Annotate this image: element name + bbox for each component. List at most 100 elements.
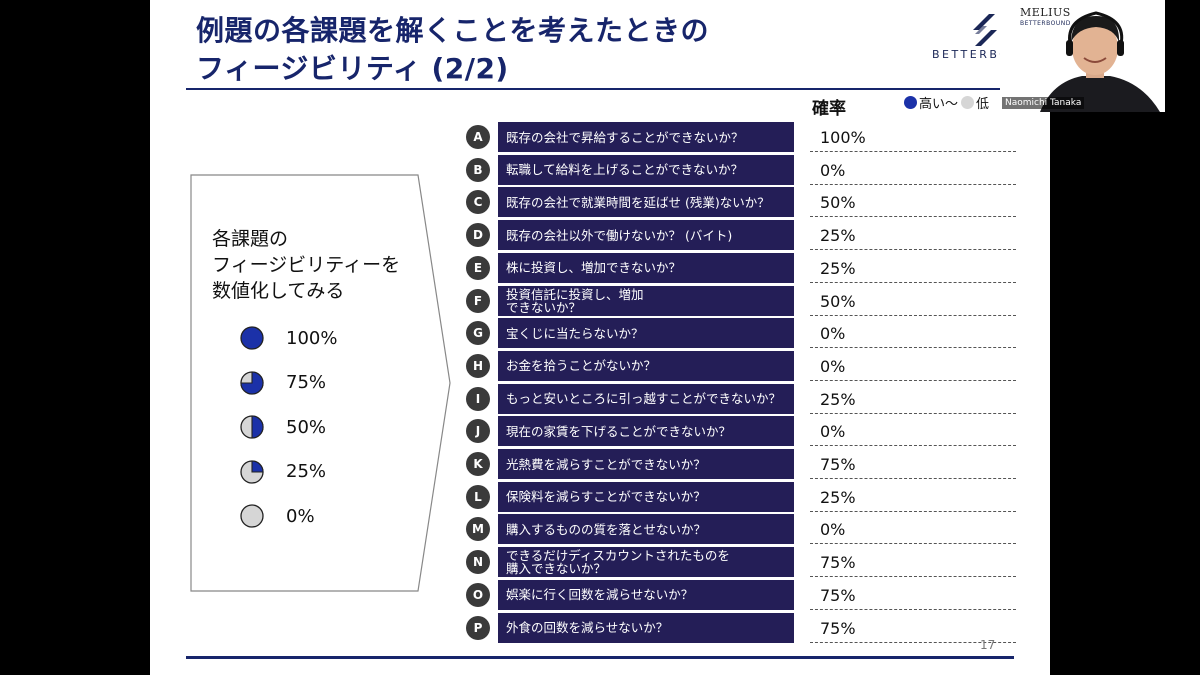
question-letter-badge: C [466, 190, 490, 215]
pie-75-icon [240, 370, 264, 395]
question-text: もっと安いところに引っ越すことができないか？ [498, 383, 794, 414]
legend-low: 低 [976, 97, 990, 112]
pie-legend-item: 50% [240, 415, 326, 439]
question-letter-badge: I [466, 386, 490, 411]
row-divider [810, 608, 1016, 610]
pie-legend-item: 0% [240, 504, 315, 528]
question-rate: 75% [820, 553, 856, 573]
question-text: 既存の会社で就業時間を延ばせ (残業)ないか？ [498, 187, 794, 218]
question-letter-badge: M [466, 517, 490, 542]
question-letter-badge: E [466, 255, 490, 280]
rate-header: 確率 [812, 99, 846, 119]
question-rate: 0% [820, 520, 846, 540]
row-divider [810, 641, 1016, 643]
question-row: A 既存の会社で昇給することができないか？ 100% [466, 122, 1016, 152]
question-text: 娯楽に行く回数を減らせないか？ [498, 579, 794, 610]
left-box-line: フィージビリティーを [212, 254, 401, 276]
row-divider [810, 347, 1016, 349]
question-text: 転職して給料を上げることができないか？ [498, 154, 794, 185]
question-row: L 保険料を減らすことができないか？ 25% [466, 481, 1016, 512]
bottom-rule [186, 656, 1014, 659]
row-divider [810, 183, 1016, 185]
left-box-line: 各課題の [212, 228, 289, 250]
question-row: B 転職して給料を上げることができないか？ 0% [466, 154, 1016, 185]
question-rate: 0% [820, 324, 846, 344]
pie-legend-label: 25% [286, 461, 327, 482]
question-row: K 光熱費を減らすことができないか？ 75% [466, 449, 1016, 479]
question-row: I もっと安いところに引っ越すことができないか？ 25% [466, 383, 1016, 414]
question-letter-badge: N [466, 550, 490, 575]
question-row: P 外食の回数を減らせないか？ 75% [466, 612, 1016, 643]
presentation-slide: 例題の各課題を解くことを考えたときの フィージビリティ (2/2) BETTER… [150, 0, 1050, 675]
video-participant-tile[interactable]: MELIUS BETTERBOUND Naomichi Tanaka [1000, 0, 1165, 112]
row-divider [810, 379, 1016, 381]
question-rate: 25% [820, 258, 856, 278]
question-text: 購入するものの質を落とせないか？ [498, 514, 794, 545]
pie-25-icon [240, 459, 264, 484]
low-dot-icon [961, 96, 975, 109]
question-text: 保険料を減らすことができないか？ [498, 481, 794, 512]
left-callout-box [190, 174, 451, 592]
probability-legend: 高い〜 低 [904, 93, 989, 112]
pie-legend-item: 25% [240, 459, 327, 484]
question-rate: 50% [820, 291, 856, 311]
question-text: お金を拾うことがないか？ [498, 350, 794, 381]
question-letter-badge: P [466, 615, 490, 640]
camera-sub-brand: BETTERBOUND [1020, 20, 1071, 27]
question-row: G 宝くじに当たらないか？ 0% [466, 318, 1016, 349]
question-rate: 75% [820, 585, 856, 605]
question-row: O 娯楽に行く回数を減らせないか？ 75% [466, 579, 1016, 610]
question-text: 宝くじに当たらないか？ [498, 318, 794, 349]
question-row: D 既存の会社以外で働けないか？ (バイト) 25% [466, 220, 1016, 251]
row-divider [810, 576, 1016, 578]
question-letter-badge: J [466, 419, 490, 444]
participant-name: Naomichi Tanaka [1002, 97, 1085, 109]
question-row: C 既存の会社で就業時間を延ばせ (残業)ないか？ 50% [466, 187, 1016, 218]
top-rule [186, 88, 1014, 90]
question-text: 光熱費を減らすことができないか？ [498, 449, 794, 479]
pie-50-icon [240, 415, 264, 439]
question-rate: 0% [820, 422, 846, 442]
question-rate: 75% [820, 455, 856, 474]
pie-legend-label: 75% [286, 372, 327, 393]
question-letter-badge: B [466, 157, 490, 182]
row-divider [810, 510, 1016, 512]
row-divider [810, 412, 1016, 414]
row-divider [810, 314, 1016, 316]
question-rate: 0% [820, 356, 846, 376]
question-row: M 購入するものの質を落とせないか？ 0% [466, 514, 1016, 545]
row-divider [810, 216, 1016, 218]
question-rate: 100% [820, 128, 866, 147]
logo-text: BETTERBO [932, 48, 1011, 61]
pie-legend-label: 50% [286, 416, 327, 438]
question-text: 既存の会社以外で働けないか？ (バイト) [498, 220, 794, 251]
question-letter-badge: L [466, 484, 490, 509]
question-rate: 50% [820, 193, 856, 213]
legend-high: 高い〜 [919, 97, 959, 112]
question-letter-badge: D [466, 223, 490, 248]
question-text: 既存の会社で昇給することができないか？ [498, 122, 794, 152]
question-text: 外食の回数を減らせないか？ [498, 612, 794, 643]
camera-brand: MELIUS [1020, 6, 1071, 19]
question-row: N できるだけディスカウントされたものを 購入できないか？ 75% [466, 547, 1016, 578]
pie-legend-label: 100% [286, 327, 338, 349]
question-rate: 25% [820, 487, 856, 507]
question-rate: 25% [820, 226, 856, 246]
question-letter-badge: F [466, 288, 490, 313]
question-row: H お金を拾うことがないか？ 0% [466, 350, 1016, 381]
slide-title: 例題の各課題を解くことを考えたときの フィージビリティ (2/2) [196, 12, 709, 88]
question-letter-badge: K [466, 452, 490, 476]
question-letter-badge: H [466, 353, 490, 378]
pie-legend-label: 0% [286, 505, 315, 527]
pie-legend-item: 75% [240, 370, 327, 395]
question-text: できるだけディスカウントされたものを 購入できないか？ [498, 547, 794, 578]
left-box-text: 各課題の フィージビリティーを 数値化してみる [212, 226, 400, 304]
question-row: F 投資信託に投資し、増加 できないか？ 50% [466, 285, 1016, 316]
question-text: 現在の家賃を下げることができないか？ [498, 416, 794, 447]
participant-avatar [1040, 11, 1160, 112]
row-divider [810, 478, 1016, 479]
question-row: E 株に投資し、増加できないか？ 25% [466, 252, 1016, 283]
question-letter-badge: G [466, 321, 490, 346]
row-divider [810, 281, 1016, 283]
left-box-line: 数値化してみる [212, 280, 345, 302]
